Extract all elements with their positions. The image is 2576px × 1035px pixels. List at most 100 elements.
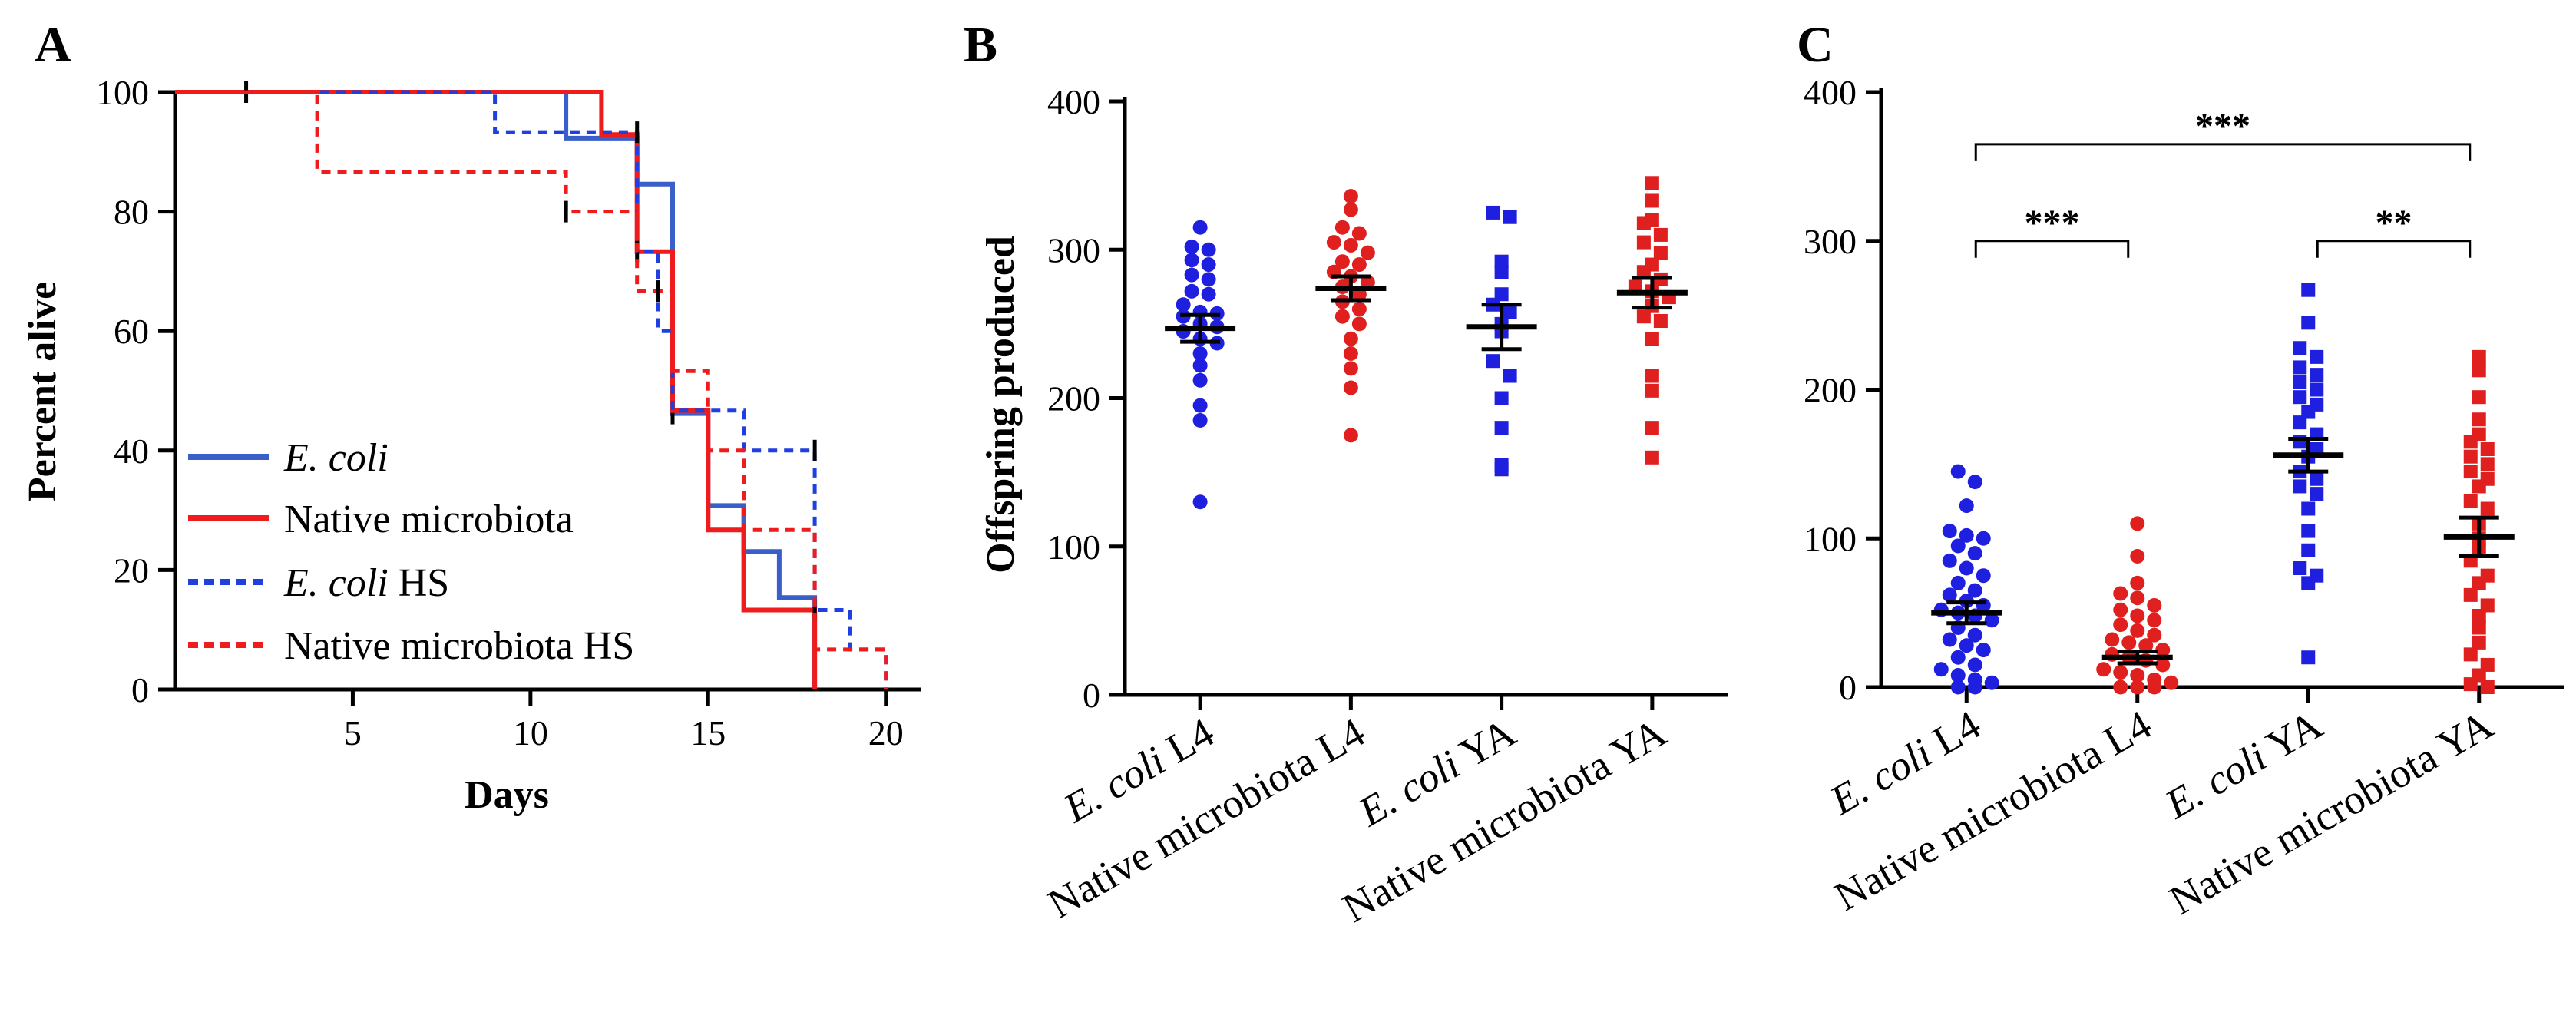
panel-b-y-axis-title: Offspring produced	[979, 236, 1023, 574]
panel-c-group-1-point	[2147, 597, 2162, 613]
panel-c-y-tick-label: 100	[1804, 519, 1857, 558]
panel-c-group-2-point	[2301, 316, 2316, 330]
panel-b-group-2-point	[1494, 254, 1509, 269]
panel-c-group-0-point	[1959, 498, 1974, 514]
panel-b-group-0-point	[1192, 346, 1208, 362]
panel-b-group-2-point	[1494, 391, 1509, 405]
panel-a-series-3-line	[175, 90, 888, 689]
panel-c-group-3-point	[2480, 657, 2495, 672]
panel-c-group-2-point	[2301, 405, 2316, 419]
panel-b-group-1-point	[1326, 235, 1341, 250]
panel-b-group-0-point	[1192, 358, 1208, 373]
panel-c-group-3-point	[2472, 390, 2486, 405]
panel-c-group-3-point	[2472, 635, 2486, 650]
panel-c-group-2-point	[2310, 471, 2324, 486]
panel-c-group-0-point	[1967, 583, 1982, 598]
panel-c-group-1-point	[2130, 668, 2145, 683]
panel-c-group-3-point	[2480, 680, 2495, 694]
panel-a-series-1-line	[175, 90, 818, 689]
panel-a-letter: A	[35, 17, 71, 73]
panel-a-x-axis-title: Days	[465, 773, 549, 817]
panel-c-y-tick-label: 200	[1804, 371, 1857, 410]
panel-c-significance-bracket	[2316, 240, 2472, 258]
panel-c-category-label: Native microbiota YA	[2161, 701, 2500, 923]
panel-a-series-0-line	[175, 90, 818, 689]
panel-c-group-3-point	[2480, 501, 2495, 516]
panel-c-group-0-point	[1942, 587, 1957, 603]
panel-b-letter: B	[964, 17, 997, 73]
panel-b: B Offspring produced 0 100 200 300 400 E. col…	[964, 17, 1728, 931]
panel-c-group-1-point	[2130, 680, 2145, 695]
panel-c-group-0-point	[1942, 553, 1957, 568]
legend-label-text: Native microbiota	[284, 498, 574, 541]
panel-c-group-3-point	[2480, 457, 2495, 471]
panel-b-y-tick-label: 200	[1047, 379, 1100, 418]
panel-b-group-0-point	[1176, 297, 1191, 312]
panel-c-group-0-point	[1976, 531, 1991, 546]
panel-c-significance-label: ***	[2195, 106, 2250, 147]
panel-c-group-2-point	[2293, 561, 2307, 575]
panel-c-category-label: Native microbiota L4	[1827, 701, 2159, 919]
panel-b-group-0-point	[1184, 239, 1199, 254]
panel-c-group-2-point	[2301, 501, 2316, 516]
panel-b-group-3-point	[1653, 314, 1668, 329]
panel-c-y-tick-label: 400	[1804, 73, 1857, 112]
panel-a-series-2-line	[175, 90, 888, 689]
panel-c-group-2-point	[2310, 487, 2324, 501]
panel-a-x-tick-label: 10	[513, 713, 548, 752]
panel-c-group-3-point	[2472, 349, 2486, 364]
panel-b-group-3-point	[1645, 193, 1659, 208]
panel-c-group-2-point	[2293, 360, 2307, 375]
panel-c-group-3-point	[2472, 609, 2486, 623]
panel-c-group-1-point	[2130, 590, 2145, 606]
panel-b-group-1-point	[1343, 346, 1358, 362]
panel-c-group-0-point	[1959, 560, 1974, 576]
panel-b-group-0-point	[1201, 272, 1216, 287]
panel-a-y-tick-label: 20	[114, 551, 149, 590]
panel-b-group-2-point	[1494, 265, 1509, 279]
panel-c-group-0-point	[1967, 680, 1982, 695]
panel-c-group-0-point	[1950, 668, 1966, 683]
panel-b-group-0-point	[1184, 267, 1199, 283]
panel-c-group-2-point	[2310, 382, 2324, 397]
panel-b-group-1-point	[1351, 316, 1367, 332]
panel-b-group-3-point	[1636, 309, 1651, 324]
panel-a-x-tick-label: 5	[344, 713, 362, 752]
panel-b-group-3-point	[1645, 332, 1659, 346]
panel-c-group-2-point	[2293, 479, 2307, 494]
category-label-italic: E. coli	[1056, 737, 1173, 832]
panel-c-group-1-point	[2147, 613, 2162, 628]
panel-c-group-0-point	[1984, 613, 1999, 628]
panel-c-group-2-point	[2293, 341, 2307, 355]
panel-c-letter: C	[1797, 17, 1834, 73]
legend-label-text: Native microbiota HS	[284, 624, 634, 668]
panel-b-group-1-point	[1343, 380, 1358, 395]
panel-c-group-3-point	[2472, 479, 2486, 494]
panel-c-group-1-point	[2130, 575, 2145, 590]
panel-c-group-3-point	[2463, 587, 2478, 602]
panel-c-group-3-point	[2472, 412, 2486, 427]
panel-a-y-tick-label: 40	[114, 432, 149, 471]
legend-label-italic: E. coli	[283, 436, 389, 480]
panel-c-significance-bracket	[1974, 240, 2130, 258]
panel-c-group-0-point	[1950, 538, 1966, 554]
panel-c-group-1-point	[2147, 627, 2162, 643]
panel-c-group-3-point	[2480, 442, 2495, 456]
panel-b-group-1-point	[1343, 331, 1358, 346]
panel-c-group-0-point	[1933, 662, 1949, 677]
panel-c-group-0-point	[1976, 643, 1991, 658]
panel-c-group-3-point	[2463, 677, 2478, 692]
panel-a-y-tick-label: 60	[114, 312, 149, 351]
legend-label-0: E. coli	[283, 436, 389, 480]
panel-c-group-0-point	[1976, 568, 1991, 584]
panel-c-group-0-point	[1942, 524, 1957, 539]
panel-b-group-1-point	[1351, 302, 1367, 317]
panel-c-group-0-point	[1959, 527, 1974, 543]
panel-b-group-1-point	[1343, 189, 1358, 204]
panel-c-group-1-point	[2113, 665, 2128, 680]
panel-b-group-3-point	[1645, 450, 1659, 465]
panel-c-group-3-point	[2463, 435, 2478, 449]
panel-b-group-1-point	[1351, 257, 1367, 273]
